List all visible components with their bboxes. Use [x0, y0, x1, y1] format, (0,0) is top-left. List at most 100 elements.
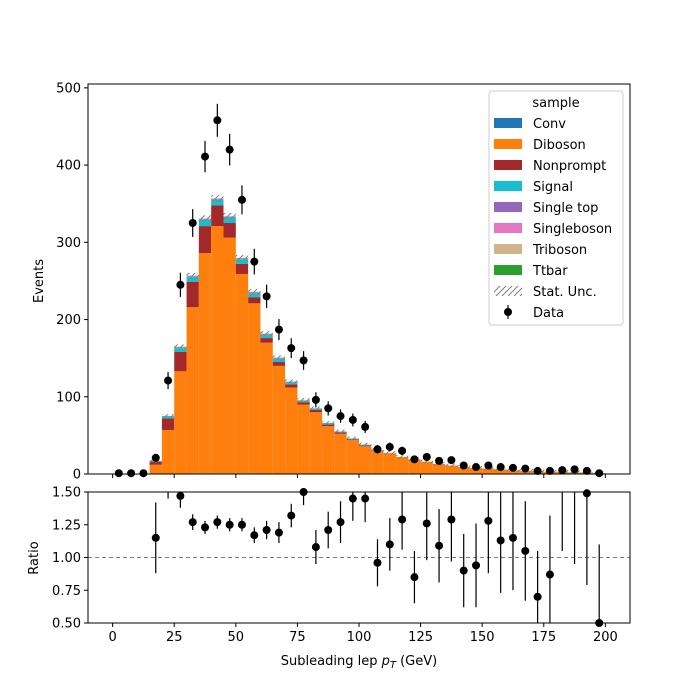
ratio-point [237, 520, 246, 529]
bar-nonprompt [223, 223, 236, 238]
bar-signal [272, 358, 286, 363]
ratio-x-axis: 0 25 50 75 100 125 150 175 200 [108, 623, 618, 645]
x-axis-label: Subleading lep pT (GeV) [281, 654, 437, 671]
bar-nonprompt [174, 351, 187, 372]
data-point [582, 466, 591, 475]
legend-swatch-diboson [494, 139, 522, 149]
stat-unc-band [272, 355, 286, 360]
data-point [213, 116, 222, 125]
legend-label-singleboson: Singleboson [533, 222, 612, 237]
ratio-point [496, 536, 505, 545]
data-point [274, 325, 283, 334]
ratio-point [188, 518, 197, 527]
ratio-point [459, 566, 468, 575]
stat-unc-band [235, 254, 249, 261]
data-points [114, 103, 604, 478]
ratio-point [472, 561, 481, 570]
ratio-y-tick-label: 0.50 [52, 617, 81, 632]
data-point [385, 442, 394, 451]
bar-diboson [383, 453, 396, 474]
y-tick-label: 100 [56, 390, 81, 405]
stat-unc-band [359, 442, 372, 447]
bar-diboson [432, 463, 446, 474]
legend: sample Conv Diboson Nonprompt Signal Single … [488, 90, 624, 326]
stat-unc-band [248, 289, 261, 295]
ratio-point [176, 491, 185, 500]
legend-swatch-conv [494, 118, 522, 128]
stat-unc-band [174, 344, 187, 349]
ratio-point [201, 523, 210, 532]
ratio-point [287, 511, 296, 520]
bar-diboson [223, 237, 236, 474]
bar-diboson [457, 467, 470, 474]
bar-nonprompt [285, 384, 298, 388]
stat-unc-band [211, 195, 224, 202]
bar-signal [186, 277, 199, 282]
bar-signal [248, 293, 261, 298]
ratio-point [274, 528, 283, 537]
x-axis-label-symbol: p [381, 654, 390, 669]
bar-diboson [322, 426, 335, 474]
bar-diboson [408, 459, 421, 474]
data-point [595, 469, 604, 478]
bar-diboson [272, 365, 286, 474]
ratio-point [533, 592, 542, 601]
legend-label-single-top: Single top [533, 201, 598, 216]
data-point [262, 292, 271, 301]
data-point [151, 453, 160, 462]
bar-signal [285, 382, 298, 385]
data-point [373, 445, 382, 454]
bar-diboson [297, 404, 310, 474]
x-axis-label-main: Subleading lep [281, 654, 382, 669]
data-point [472, 463, 481, 472]
ratio-point [508, 533, 517, 542]
ratio-point [225, 520, 234, 529]
bar-nonprompt [149, 461, 162, 465]
legend-swatch-signal [494, 181, 522, 191]
bar-nonprompt [161, 418, 175, 430]
bar-diboson [211, 226, 224, 474]
bar-signal [260, 334, 273, 339]
stat-unc-band [309, 406, 323, 411]
main-plot: 0 100 200 300 400 500 Events [32, 81, 631, 483]
bar-diboson [174, 371, 187, 474]
bar-signal [211, 199, 224, 206]
bar-nonprompt [248, 297, 261, 304]
bar-nonprompt [235, 263, 249, 274]
bar-signal [174, 348, 187, 352]
data-point [176, 280, 185, 289]
stat-unc-band [186, 272, 199, 279]
bar-diboson [198, 253, 212, 474]
y-axis-label: Events [32, 259, 47, 303]
ratio-y-axis: 0.50 0.75 1.00 1.25 1.50 [52, 486, 88, 632]
legend-swatch-single-top [494, 202, 522, 212]
bar-signal [235, 259, 249, 264]
bar-diboson [149, 464, 162, 474]
data-point [188, 219, 197, 228]
legend-frame [488, 90, 624, 326]
x-axis-label-unit: (GeV) [396, 654, 437, 669]
stat-unc-band [260, 331, 273, 336]
ratio-point [361, 494, 370, 503]
data-point [410, 455, 419, 464]
ratio-y-tick-label: 0.75 [52, 584, 81, 599]
bar-diboson [371, 450, 384, 474]
bar-diboson [334, 433, 347, 474]
ratio-axis-label: Ratio [27, 541, 42, 574]
data-point [237, 195, 246, 204]
bar-diboson [359, 446, 372, 474]
legend-swatch-ttbar [494, 265, 522, 275]
legend-label-signal: Signal [533, 180, 573, 195]
ratio-y-tick-label: 1.00 [52, 551, 81, 566]
data-point [348, 415, 357, 424]
main-y-axis: 0 100 200 300 400 500 [56, 81, 88, 483]
stacked-bars [149, 198, 606, 474]
data-point [127, 469, 136, 478]
legend-items: Conv Diboson Nonprompt Signal Single top Sing… [494, 117, 612, 321]
data-point [484, 461, 493, 470]
bar-nonprompt [260, 338, 273, 343]
data-point [533, 466, 542, 475]
ratio-point [324, 525, 333, 534]
legend-swatch-triboson [494, 244, 522, 254]
stat-unc-band [285, 379, 298, 384]
